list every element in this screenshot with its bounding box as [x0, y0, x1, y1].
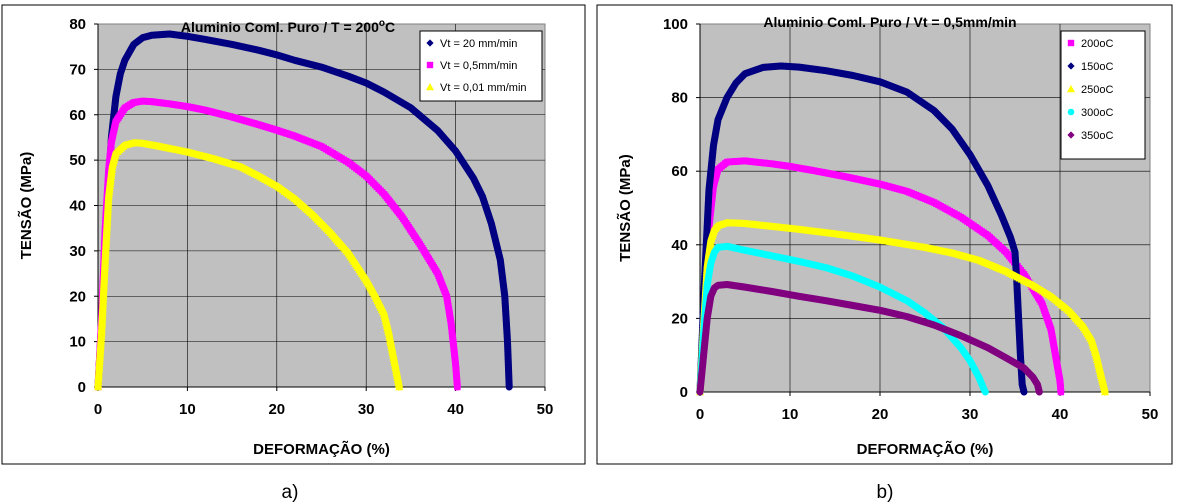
chart-title-degree: o [379, 18, 385, 29]
data-point [454, 383, 461, 391]
legend-marker [1067, 39, 1075, 47]
y-tick-label: 60 [69, 107, 86, 124]
data-point [1020, 364, 1028, 372]
y-tick-label: 50 [69, 152, 86, 169]
x-tick-label: 40 [447, 401, 464, 418]
legend-marker [1067, 131, 1075, 139]
legend-label: 350oC [1081, 130, 1113, 142]
legend-label: Vt = 0,01 mm/min [440, 82, 527, 94]
y-tick-label: 10 [69, 334, 86, 351]
data-point [982, 388, 989, 396]
legend-marker [1067, 85, 1075, 93]
legend-marker [426, 61, 434, 69]
legend-label: 200oC [1081, 38, 1113, 50]
data-point [1101, 388, 1109, 396]
y-tick-label: 70 [69, 61, 86, 78]
chart-title-unit: C [385, 19, 395, 35]
x-tick-label: 50 [1142, 406, 1159, 423]
data-point [395, 383, 404, 391]
y-tick-label: 0 [680, 384, 688, 401]
legend-marker [426, 39, 434, 47]
series-2 [94, 138, 404, 391]
chart-b: 0 10 20 30 40 50 0 20 40 60 80 100 DEFORMAÇÃO (%) TEN… [596, 4, 1173, 503]
y-tick-label: 80 [671, 90, 688, 107]
x-tick-label: 50 [537, 401, 554, 418]
legend-label: 250oC [1081, 84, 1113, 96]
x-tick-label: 0 [696, 406, 704, 423]
x-tick-label: 20 [268, 401, 285, 418]
legend: 200oC 150oC 250oC 300oC 350oC [1060, 30, 1146, 160]
legend-label: Vt = 0,5mm/min [440, 60, 517, 72]
x-tick-label: 30 [358, 401, 375, 418]
data-point [932, 108, 940, 116]
chart-a: 0 10 20 30 40 50 0 10 20 30 40 50 60 70 80 DEFORMAÇÃO (… [1, 4, 586, 503]
x-axis-title: DEFORMAÇÃO (%) [253, 440, 390, 458]
legend-label: 300oC [1081, 107, 1113, 119]
legend-box [1060, 30, 1146, 160]
legend-label: 150oC [1081, 61, 1113, 73]
y-tick-label: 20 [69, 288, 86, 305]
legend-marker [1067, 62, 1075, 70]
y-tick-label: 40 [69, 198, 86, 215]
series-4 [696, 280, 1043, 396]
chart-title-main: Aluminio Coml. Puro / T = 200 [181, 19, 379, 35]
data-point [943, 119, 951, 127]
x-tick-label: 40 [1052, 406, 1069, 423]
legend-label: Vt = 20 mm/min [440, 38, 517, 50]
y-tick-label: 80 [69, 16, 86, 33]
legend: Vt = 20 mm/min Vt = 0,5mm/min Vt = 0,01 mm… [419, 30, 543, 102]
data-point [935, 112, 943, 120]
legend-box [419, 30, 543, 102]
y-tick-label: 40 [671, 237, 688, 254]
x-tick-label: 20 [872, 406, 889, 423]
chart-title: Aluminio Coml. Puro / Vt = 0,5mm/min [763, 14, 1016, 30]
y-tick-label: 100 [663, 16, 688, 33]
data-point [1020, 388, 1028, 396]
data-point [934, 110, 942, 118]
legend-marker [1067, 108, 1075, 116]
legend-marker [426, 83, 434, 91]
data-point [1035, 388, 1043, 396]
x-tick-label: 10 [179, 401, 196, 418]
y-axis-title: TENSÃO (MPa) [616, 154, 634, 262]
y-tick-label: 20 [671, 310, 688, 327]
y-axis-title: TENSÃO (MPa) [17, 152, 35, 260]
y-tick-label: 0 [78, 379, 86, 396]
y-tick-label: 30 [69, 243, 86, 260]
chart-title: Aluminio Coml. Puro / T = 200oC [181, 18, 395, 35]
data-point [505, 383, 513, 391]
series-1 [696, 62, 1028, 396]
x-tick-label: 10 [782, 406, 799, 423]
panel-label: a) [282, 482, 299, 503]
data-point [737, 73, 745, 81]
data-point [1057, 388, 1065, 396]
panel-label: b) [877, 482, 894, 503]
y-tick-label: 60 [671, 163, 688, 180]
x-tick-label: 30 [962, 406, 979, 423]
data-point [736, 75, 744, 83]
data-point [734, 77, 742, 85]
x-tick-label: 0 [94, 401, 102, 418]
data-point [941, 117, 949, 126]
x-axis-title: DEFORMAÇÃO (%) [857, 440, 994, 458]
